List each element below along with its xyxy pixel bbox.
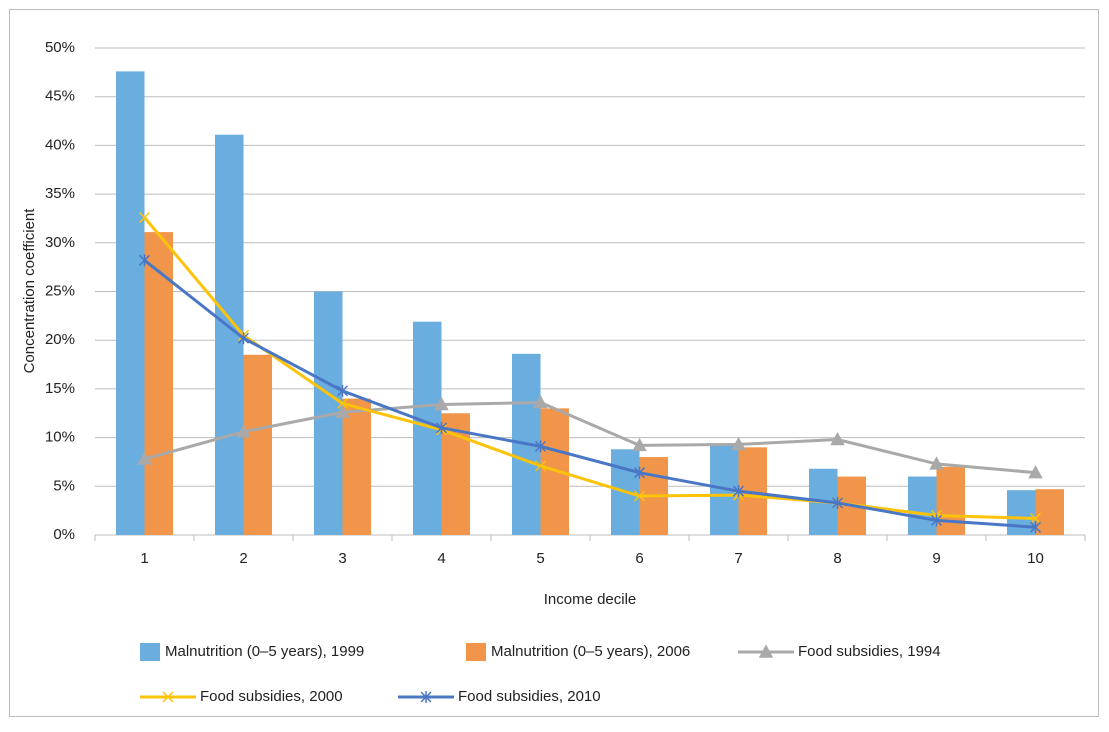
marker <box>731 436 746 451</box>
y-tick-label: 35% <box>45 185 75 202</box>
x-axis-label: Income decile <box>544 591 637 608</box>
x-tick-label: 6 <box>635 550 643 567</box>
y-tick-label: 30% <box>45 234 75 251</box>
bar <box>342 398 371 535</box>
bar <box>144 232 173 535</box>
bar <box>243 354 272 535</box>
x-tick-label: 4 <box>437 550 445 567</box>
legend-label: Food subsidies, 2000 <box>200 688 343 705</box>
marker <box>831 496 844 509</box>
marker <box>1028 465 1043 479</box>
marker <box>534 440 547 453</box>
marker <box>758 644 774 658</box>
marker <box>633 466 646 479</box>
x-tick-label: 9 <box>932 550 940 567</box>
marker <box>236 424 251 438</box>
line <box>143 259 1036 529</box>
legend-label: Malnutrition (0–5 years), 2006 <box>491 643 690 660</box>
marker <box>533 394 548 409</box>
bar <box>1035 489 1064 535</box>
marker <box>138 254 151 267</box>
legend-label: Malnutrition (0–5 years), 1999 <box>165 643 364 660</box>
legend-item: Malnutrition (0–5 years), 1999 <box>140 643 364 661</box>
y-tick-label: 40% <box>45 136 75 153</box>
y-tick-label: 0% <box>53 526 75 543</box>
marker <box>137 451 152 465</box>
marker <box>1029 521 1042 534</box>
chart-border <box>9 9 1099 717</box>
marker <box>830 431 845 446</box>
x-tick-label: 8 <box>833 550 841 567</box>
y-tick-label: 25% <box>45 282 75 299</box>
marker <box>930 514 943 527</box>
marker <box>434 396 449 411</box>
marker <box>336 384 349 397</box>
marker <box>162 691 174 703</box>
legend-item: Food subsidies, 1994 <box>738 643 941 660</box>
marker <box>732 485 745 498</box>
x-tick-label: 3 <box>338 550 346 567</box>
marker <box>633 490 646 502</box>
marker <box>420 691 432 703</box>
legend-swatch <box>466 643 486 661</box>
marker <box>1029 512 1042 524</box>
y-tick-label: 10% <box>45 429 75 446</box>
marker <box>336 397 349 410</box>
marker <box>929 456 944 470</box>
legend-label: Food subsidies, 2010 <box>458 688 601 705</box>
marker <box>632 437 647 452</box>
y-tick-label: 15% <box>45 380 75 397</box>
bar <box>116 71 145 535</box>
legend-item: Malnutrition (0–5 years), 2006 <box>466 643 690 661</box>
x-tick-label: 5 <box>536 550 544 567</box>
legend-swatch <box>140 643 160 661</box>
line <box>144 401 1036 475</box>
legend-label: Food subsidies, 1994 <box>798 643 941 660</box>
x-tick-label: 1 <box>140 550 148 567</box>
y-tick-label: 20% <box>45 331 75 348</box>
y-tick-label: 5% <box>53 477 75 494</box>
marker <box>435 421 448 434</box>
x-tick-label: 7 <box>734 550 742 567</box>
bar <box>908 476 937 535</box>
legend-item: Food subsidies, 2010 <box>398 688 601 705</box>
x-tick-label: 2 <box>239 550 247 567</box>
y-tick-label: 50% <box>45 39 75 56</box>
marker <box>534 460 547 472</box>
line <box>143 216 1036 520</box>
bar <box>936 466 965 535</box>
legend-item: Food subsidies, 2000 <box>140 688 343 705</box>
x-tick-label: 10 <box>1027 550 1044 567</box>
marker <box>335 404 350 419</box>
y-axis-label: Concentration coefficient <box>21 208 38 374</box>
marker <box>138 211 151 224</box>
y-tick-label: 45% <box>45 88 75 105</box>
marker <box>237 332 250 345</box>
